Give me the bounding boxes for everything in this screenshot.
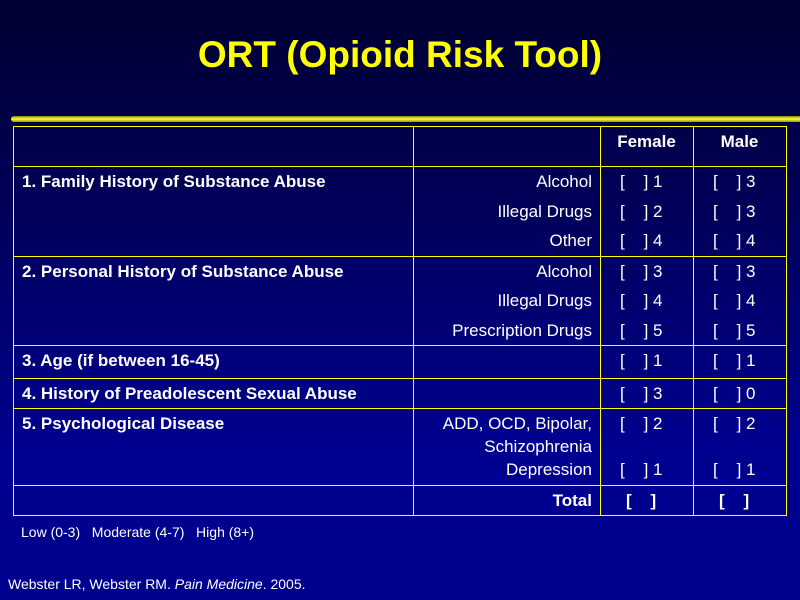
female-score[interactable]: [ ] 3 — [620, 384, 663, 403]
row-label: 5. Psychological Disease — [22, 414, 225, 433]
sub-label: Alcohol — [536, 172, 592, 191]
sub-label: Schizophrenia — [484, 437, 592, 456]
sub-label: Other — [549, 231, 592, 250]
table-line — [693, 126, 694, 516]
male-score[interactable]: [ ] 2 — [713, 414, 756, 433]
table-line — [13, 485, 787, 486]
female-score[interactable]: [ ] 2 — [620, 202, 663, 221]
female-score[interactable]: [ ] 4 — [620, 231, 663, 250]
male-score[interactable]: [ ] 4 — [713, 231, 756, 250]
table-line — [413, 126, 414, 516]
header-female: Female — [617, 132, 676, 151]
female-score[interactable]: [ ] 1 — [620, 351, 663, 370]
title-divider — [11, 116, 800, 122]
table-line — [13, 345, 787, 346]
male-score[interactable]: [ ] 4 — [713, 291, 756, 310]
risk-legend: Low (0-3) Moderate (4-7) High (8+) — [21, 524, 255, 540]
table-line — [13, 515, 787, 516]
citation-year: . 2005. — [262, 576, 306, 592]
female-score[interactable]: [ ] 2 — [620, 414, 663, 433]
total-label: Total — [552, 491, 592, 510]
male-total[interactable]: [ ] — [719, 491, 750, 510]
row-label: 3. Age (if between 16-45) — [22, 351, 220, 370]
sub-label: Depression — [506, 460, 592, 479]
female-score[interactable]: [ ] 1 — [620, 460, 663, 479]
table-line — [786, 126, 787, 516]
table-line — [13, 408, 787, 409]
sub-label: Alcohol — [536, 262, 592, 281]
table-line — [13, 166, 787, 167]
citation-journal: Pain Medicine — [174, 576, 263, 592]
male-score[interactable]: [ ] 3 — [713, 172, 756, 191]
male-score[interactable]: [ ] 3 — [713, 202, 756, 221]
header-male: Male — [720, 132, 759, 151]
row-label: 1. Family History of Substance Abuse — [22, 172, 326, 191]
female-score[interactable]: [ ] 4 — [620, 291, 663, 310]
female-score[interactable]: [ ] 5 — [620, 321, 663, 340]
sub-label: ADD, OCD, Bipolar, — [442, 414, 592, 433]
male-score[interactable]: [ ] 3 — [713, 262, 756, 281]
male-score[interactable]: [ ] 0 — [713, 384, 756, 403]
male-score[interactable]: [ ] 5 — [713, 321, 756, 340]
citation-authors: Webster LR, Webster RM. — [8, 576, 175, 592]
table-line — [13, 126, 787, 127]
table-line — [13, 126, 14, 516]
sub-label: Illegal Drugs — [497, 202, 593, 221]
male-score[interactable]: [ ] 1 — [713, 460, 756, 479]
sub-label: Prescription Drugs — [452, 321, 592, 340]
male-score[interactable]: [ ] 1 — [713, 351, 756, 370]
table-line — [600, 126, 601, 516]
female-score[interactable]: [ ] 1 — [620, 172, 663, 191]
row-label: 4. History of Preadolescent Sexual Abuse — [22, 384, 357, 403]
page-title: ORT (Opioid Risk Tool) — [197, 34, 603, 75]
table-line — [13, 378, 787, 379]
table-line — [13, 256, 787, 257]
female-total[interactable]: [ ] — [626, 491, 657, 510]
row-label: 2. Personal History of Substance Abuse — [22, 262, 344, 281]
citation: Webster LR, Webster RM. Pain Medicine. 2… — [8, 576, 306, 592]
female-score[interactable]: [ ] 3 — [620, 262, 663, 281]
sub-label: Illegal Drugs — [497, 291, 593, 310]
